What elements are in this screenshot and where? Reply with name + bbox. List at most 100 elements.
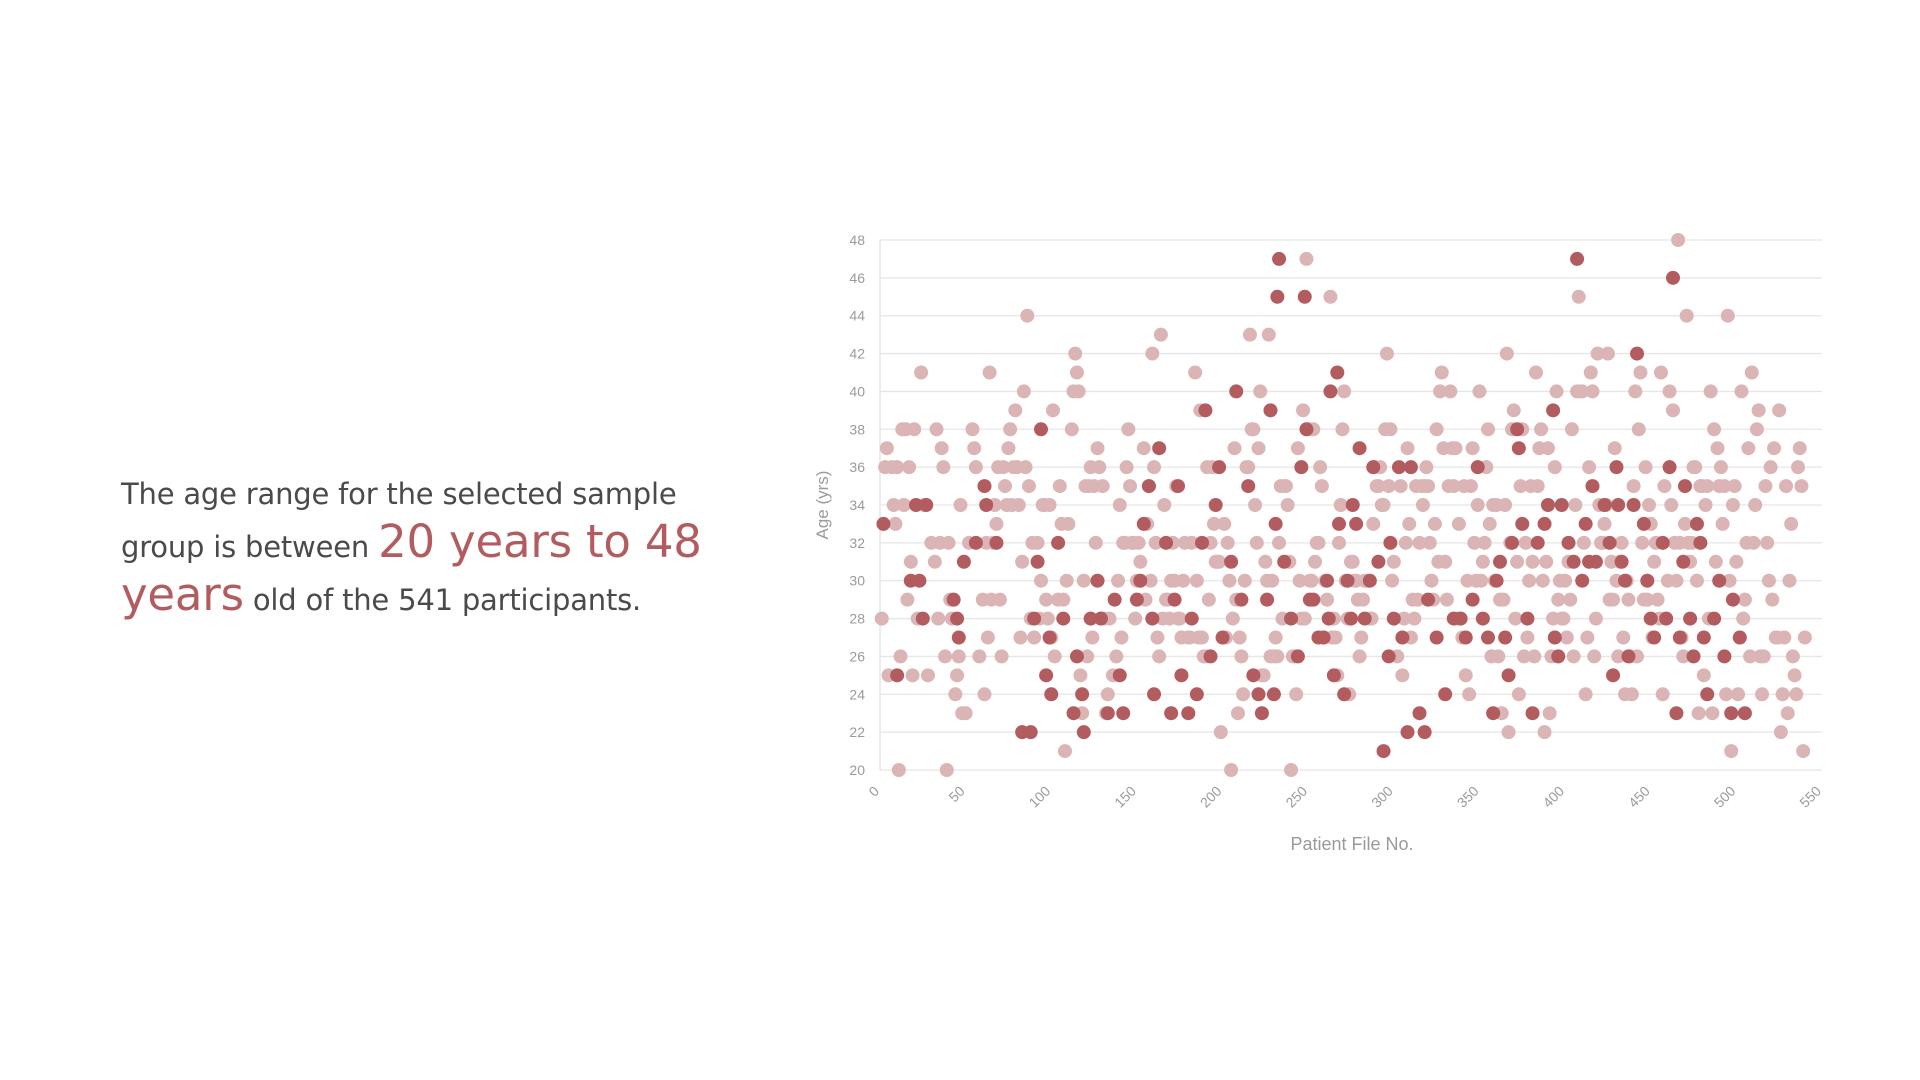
data-point [1403,460,1418,475]
data-point [1467,535,1482,550]
data-point [1352,649,1367,664]
data-point [1064,422,1079,437]
data-point [980,630,995,645]
data-point [972,649,987,664]
data-point [1248,498,1263,512]
data-point [1501,668,1516,683]
data-point [1689,573,1704,588]
data-point [1785,649,1800,664]
data-point [1510,422,1525,437]
data-point [1227,441,1242,456]
data-point [1260,592,1275,607]
data-point [1109,649,1124,664]
data-point [874,611,889,626]
data-point [1100,706,1115,721]
data-point [1561,535,1576,550]
data-point [1611,498,1626,512]
data-point [1638,460,1653,475]
data-point [1474,573,1489,588]
data-point [1232,630,1247,645]
data-point [1131,535,1146,550]
data-point [1093,611,1108,626]
data-point [1249,535,1264,550]
data-point [1056,592,1071,607]
data-point [1777,630,1792,645]
data-point [908,498,923,512]
x-tick-label: 300 [1368,783,1396,811]
data-point [1410,592,1425,607]
data-point [1069,649,1084,664]
data-point [1614,554,1629,569]
data-point [1779,479,1794,494]
data-point [1386,554,1401,569]
data-point [1782,573,1797,588]
data-point [1022,479,1037,494]
data-point [1198,403,1213,418]
data-point [1337,384,1352,399]
data-point [1352,441,1367,456]
data-point [936,460,951,475]
data-point [1669,706,1684,721]
data-point [1547,460,1562,475]
data-point [1119,460,1134,475]
data-point [1385,573,1400,588]
data-point [1677,479,1692,494]
data-point [1616,630,1631,645]
data-point [958,706,973,721]
data-point [896,498,911,512]
data-point [1157,498,1172,512]
data-point [1213,725,1228,740]
data-point [1727,479,1742,494]
data-point [1112,498,1127,512]
data-point [1184,611,1199,626]
data-point [1700,687,1715,702]
data-point [1737,706,1752,721]
data-point [1624,687,1639,702]
data-point [1345,498,1360,512]
data-point [1224,554,1239,569]
data-point [1016,384,1031,399]
data-point [1212,554,1227,569]
data-point [1486,706,1501,721]
data-point [1477,535,1492,550]
data-point [1575,384,1590,399]
data-point [919,498,934,512]
data-point [939,763,954,777]
data-point [1236,687,1251,702]
data-point [1066,706,1081,721]
data-point [1133,554,1148,569]
data-point [1576,535,1591,550]
data-point [1376,744,1391,759]
data-point [1737,592,1752,607]
data-point [1333,498,1348,512]
data-point [1229,384,1244,399]
data-point [1164,706,1179,721]
x-tick-label: 150 [1111,783,1139,811]
data-point [1696,630,1711,645]
data-point [1746,535,1761,550]
data-point [1354,630,1369,645]
data-point [1756,649,1771,664]
data-point [1725,498,1740,512]
data-point [1676,554,1691,569]
data-point [1676,649,1691,664]
data-point [1304,573,1319,588]
y-tick-label: 44 [849,308,865,324]
data-point [1534,422,1549,437]
data-point [1647,554,1662,569]
data-point [888,516,903,531]
data-point [1530,535,1545,550]
data-point [1023,725,1038,740]
data-point [1294,460,1309,475]
data-point [914,365,929,380]
data-point [1463,479,1478,494]
data-point [1703,384,1718,399]
data-point [1741,441,1756,456]
data-point [1308,554,1323,569]
data-point [1381,479,1396,494]
data-point [1773,725,1788,740]
data-point [1121,422,1136,437]
data-point [1080,649,1095,664]
data-point [1736,611,1751,626]
data-point [1717,479,1732,494]
